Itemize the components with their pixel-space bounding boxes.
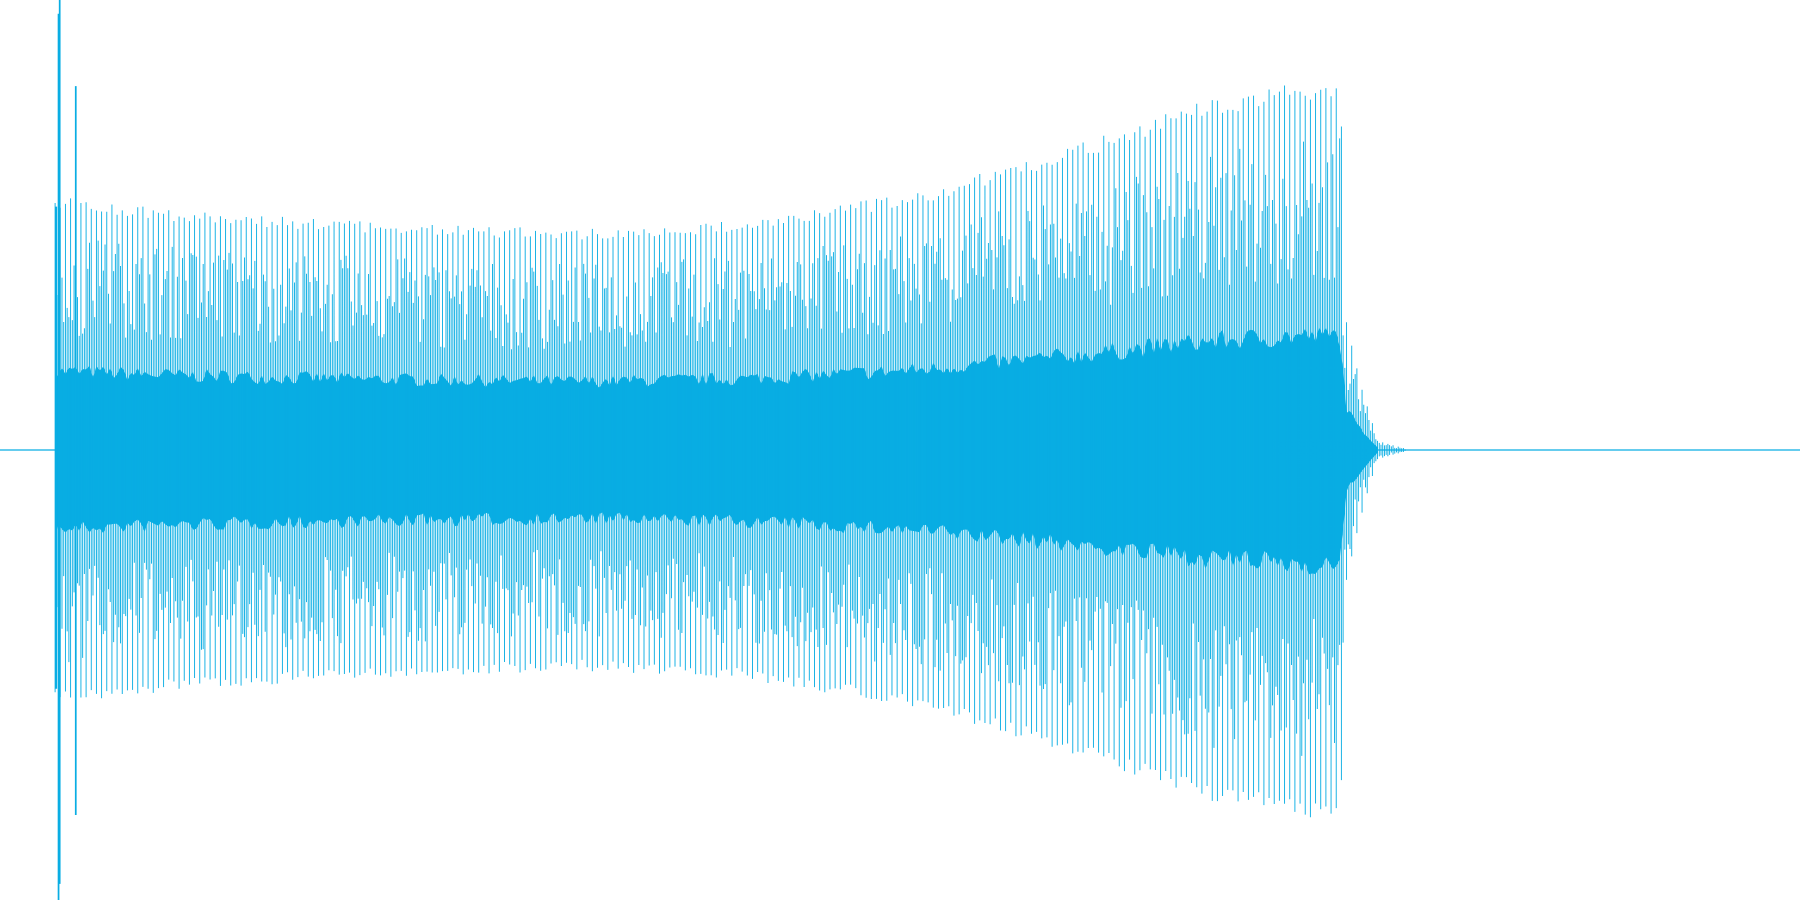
waveform-spike xyxy=(55,0,77,900)
waveform-strokes xyxy=(54,85,1406,818)
